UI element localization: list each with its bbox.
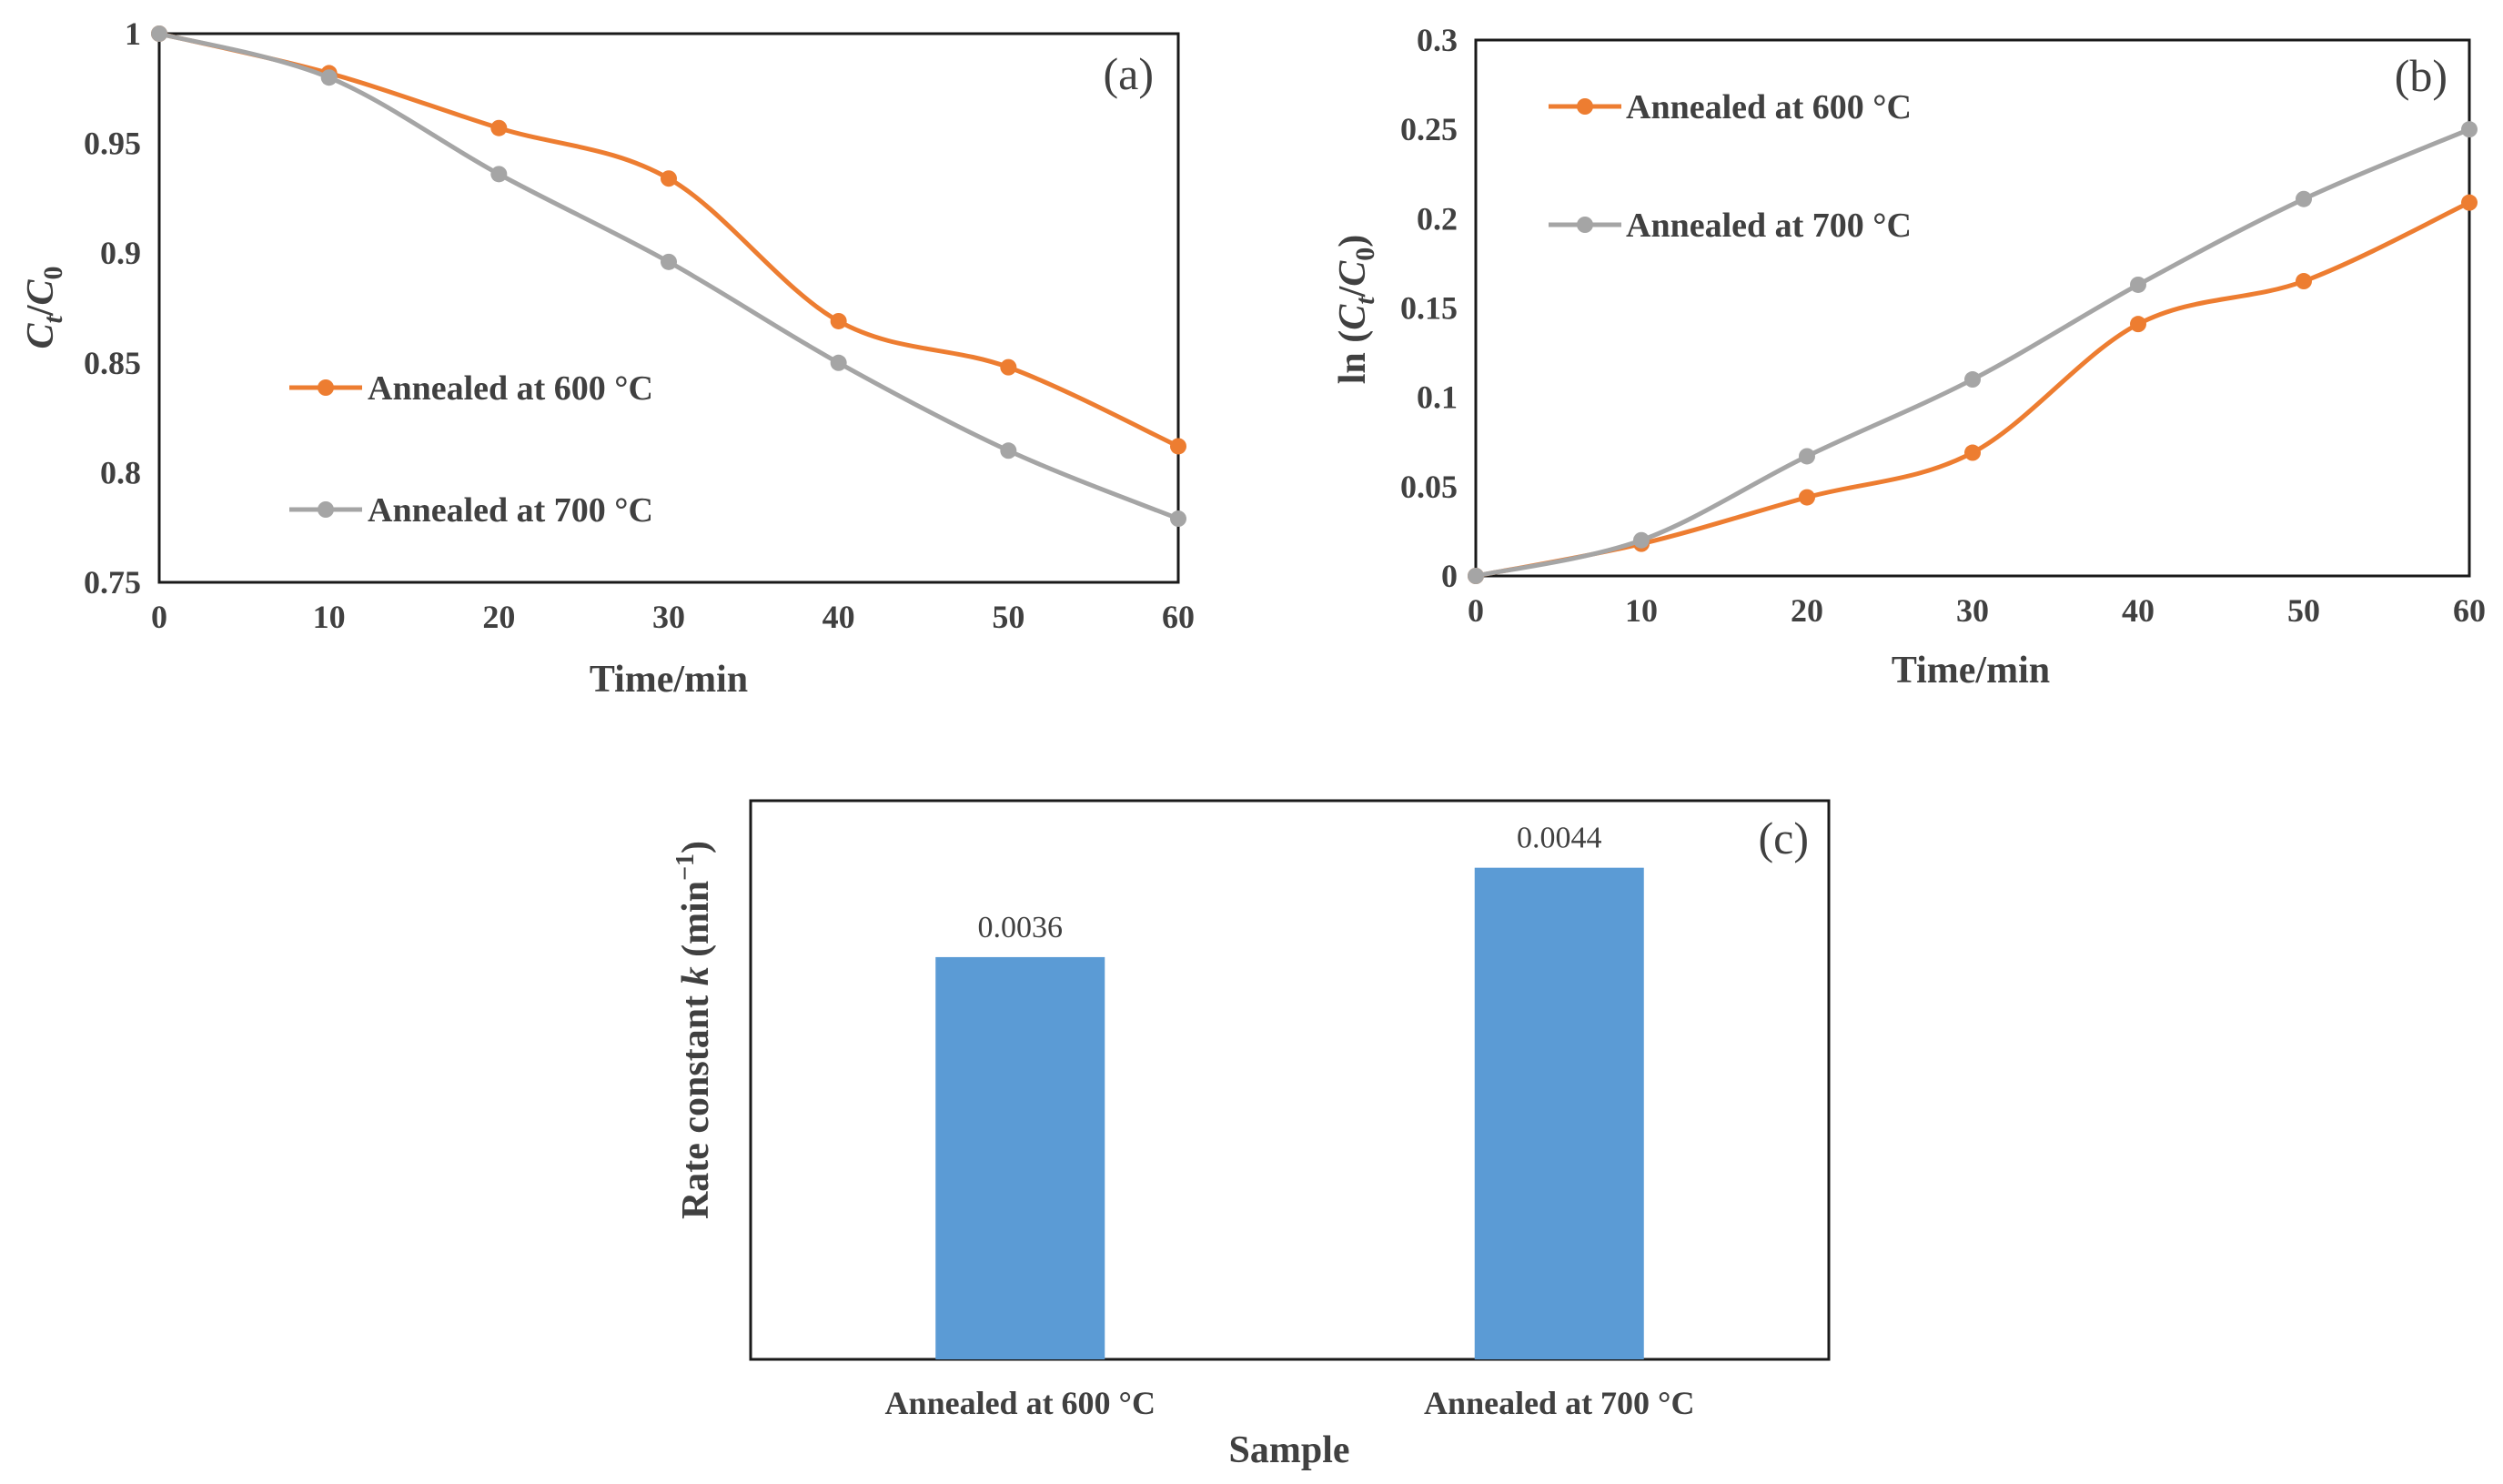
- chart-a-x-ticks: 0 10 20 30 40 50 60: [151, 599, 1195, 635]
- chart-c-x-tick-label: Annealed at 700 °C: [1424, 1385, 1694, 1421]
- chart-c-bar-value-label: 0.0044: [1517, 822, 1602, 855]
- chart-b-point-600: [1964, 444, 1981, 461]
- chart-b: 0 0.05 0.1 0.15 0.2 0.25 0.3 0 10 20 30 40 50 60 (b)…: [1332, 22, 2486, 692]
- chart-c-bar-600: [935, 956, 1105, 1359]
- chart-a-x-tick-label: 20: [482, 599, 515, 635]
- chart-a-y-tick-label: 0.85: [84, 345, 141, 381]
- chart-a-point-700: [320, 69, 338, 86]
- chart-a-point-600: [661, 170, 677, 187]
- chart-b-lines: [1468, 121, 2478, 584]
- chart-a-point-600: [1000, 358, 1017, 376]
- chart-a-point-700: [1170, 510, 1186, 528]
- chart-b-point-600: [2296, 273, 2312, 290]
- chart-c: 0.0036 Annealed at 600 °C 0.0044 Annealed a…: [671, 799, 1831, 1471]
- chart-b-x-tick-label: 50: [2287, 592, 2320, 629]
- chart-b-point-600: [2130, 316, 2146, 333]
- chart-b-y-axis-title: ln (Ct/C0): [1332, 235, 1380, 385]
- chart-b-legend: Annealed at 600 °C Annealed at 700 °C: [1549, 88, 1912, 245]
- chart-a-x-tick-label: 30: [652, 599, 685, 635]
- chart-b-point-700: [1468, 568, 1484, 584]
- chart-a-lines: [151, 25, 1186, 528]
- chart-a-point-600: [830, 312, 847, 329]
- chart-b-y-tick-label: 0: [1441, 558, 1458, 594]
- chart-a-y-tick-label: 0.8: [100, 454, 141, 490]
- chart-b-point-600: [1799, 489, 1815, 506]
- chart-b-y-tick-label: 0.25: [1400, 111, 1458, 147]
- chart-a-series-line-600: [158, 31, 1180, 449]
- chart-a-x-tick-label: 40: [823, 599, 855, 635]
- chart-b-x-tick-label: 20: [1791, 592, 1823, 629]
- chart-a-plot-frame: [157, 32, 1180, 584]
- chart-a-legend-marker-700: [318, 501, 334, 518]
- chart-a: 0.75 0.8 0.85 0.9 0.95 1 0 10 20 30 40 50 60 (a) Ti…: [20, 15, 1195, 701]
- chart-a-x-tick-label: 50: [992, 599, 1024, 635]
- chart-b-legend-label-600: Annealed at 600 °C: [1626, 88, 1912, 126]
- chart-a-y-ticks: 0.75 0.8 0.85 0.9 0.95 1: [84, 15, 141, 601]
- chart-b-point-700: [1799, 448, 1815, 465]
- chart-b-point-700: [2296, 190, 2312, 207]
- chart-a-y-axis-title: Ct/C0: [20, 266, 68, 348]
- chart-b-point-700: [2130, 276, 2146, 293]
- chart-a-legend-marker-600: [318, 379, 334, 396]
- chart-a-point-700: [151, 25, 167, 42]
- chart-b-y-tick-label: 0.1: [1417, 379, 1458, 416]
- chart-a-x-tick-label: 10: [313, 599, 346, 635]
- chart-b-point-700: [1633, 531, 1650, 549]
- chart-c-x-tick-label: Annealed at 600 °C: [885, 1385, 1156, 1421]
- chart-c-bar-700: [1474, 867, 1644, 1359]
- chart-a-point-600: [1170, 438, 1186, 455]
- chart-a-x-tick-label: 0: [151, 599, 167, 635]
- chart-b-y-tick-label: 0.15: [1400, 290, 1458, 327]
- chart-a-point-600: [490, 119, 508, 136]
- chart-c-bars: 0.0036 Annealed at 600 °C 0.0044 Annealed a…: [885, 822, 1695, 1421]
- chart-a-point-700: [661, 253, 677, 270]
- chart-a-x-axis-title: Time/min: [590, 659, 748, 701]
- chart-c-panel-label: (c): [1759, 813, 1810, 863]
- chart-a-x-tick-label: 60: [1162, 599, 1195, 635]
- chart-c-x-axis-title: Sample: [1228, 1429, 1349, 1471]
- chart-b-x-tick-label: 30: [1956, 592, 1989, 629]
- chart-b-x-tick-label: 10: [1625, 592, 1658, 629]
- chart-b-x-tick-label: 40: [2122, 592, 2155, 629]
- chart-b-y-tick-label: 0.05: [1400, 469, 1458, 505]
- chart-c-y-axis-title: Rate constant k (min−1): [671, 841, 717, 1219]
- chart-b-y-tick-label: 0.2: [1417, 200, 1458, 237]
- chart-b-point-700: [1964, 371, 1981, 389]
- chart-a-y-tick-label: 1: [125, 15, 141, 52]
- chart-b-series-line-700: [1475, 126, 2470, 579]
- chart-a-y-tick-label: 0.9: [100, 235, 141, 271]
- chart-a-legend-label-600: Annealed at 600 °C: [368, 369, 653, 408]
- chart-b-x-ticks: 0 10 20 30 40 50 60: [1468, 592, 2486, 629]
- chart-a-legend-label-700: Annealed at 700 °C: [368, 491, 653, 530]
- chart-a-panel-label: (a): [1104, 48, 1155, 99]
- chart-c-plot-frame: [749, 799, 1831, 1361]
- chart-a-legend: Annealed at 600 °C Annealed at 700 °C: [289, 369, 653, 530]
- chart-b-panel-label: (b): [2395, 50, 2447, 101]
- chart-b-legend-label-700: Annealed at 700 °C: [1626, 207, 1912, 245]
- chart-a-y-tick-label: 0.95: [84, 126, 141, 162]
- chart-b-point-700: [2461, 121, 2478, 138]
- chart-b-plot-frame: [1474, 38, 2471, 578]
- chart-a-y-tick-label: 0.75: [84, 564, 141, 601]
- chart-b-legend-marker-700: [1577, 217, 1593, 233]
- chart-c-bar-value-label: 0.0036: [978, 911, 1064, 944]
- chart-b-legend-marker-600: [1577, 98, 1593, 115]
- chart-b-x-tick-label: 0: [1468, 592, 1484, 629]
- chart-b-x-axis-title: Time/min: [1892, 650, 2050, 692]
- chart-a-point-700: [490, 166, 508, 183]
- chart-b-x-tick-label: 60: [2453, 592, 2486, 629]
- chart-b-y-ticks: 0 0.05 0.1 0.15 0.2 0.25 0.3: [1400, 22, 1458, 594]
- chart-a-point-700: [1000, 442, 1017, 459]
- chart-b-point-600: [2461, 194, 2478, 211]
- chart-a-point-700: [830, 354, 847, 371]
- chart-a-series-line-700: [158, 31, 1179, 521]
- chart-b-y-tick-label: 0.3: [1417, 22, 1458, 58]
- chart-b-series-line-600: [1475, 200, 2471, 579]
